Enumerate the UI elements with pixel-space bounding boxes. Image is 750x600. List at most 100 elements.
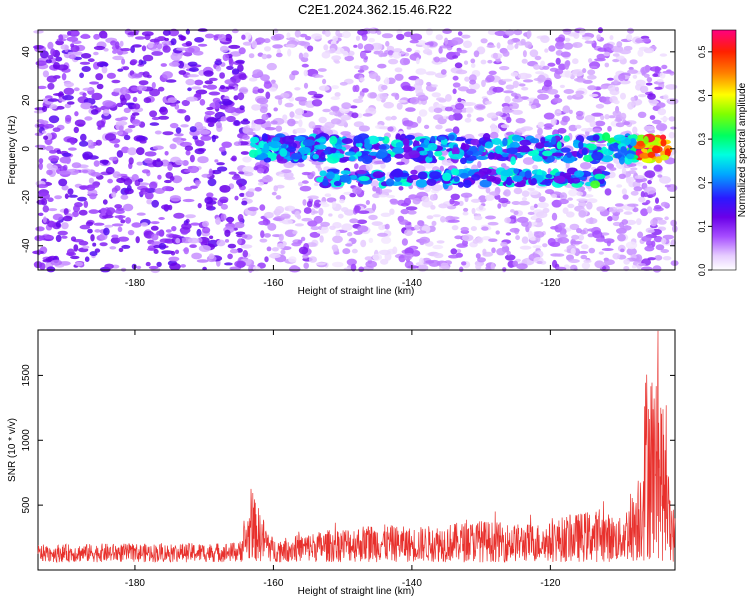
heatmap-cell xyxy=(521,197,528,201)
heatmap-cell xyxy=(100,207,107,212)
heatmap-cell xyxy=(33,110,45,114)
heatmap-cell xyxy=(619,156,625,165)
heatmap-cell xyxy=(622,194,629,200)
heatmap-cell xyxy=(554,68,564,75)
heatmap-cell xyxy=(140,222,148,227)
heatmap-cell xyxy=(604,188,612,196)
heatmap-cell xyxy=(475,253,481,259)
heatmap-cell xyxy=(560,51,571,58)
heatmap-cell xyxy=(174,133,184,137)
heatmap-cell xyxy=(118,247,124,253)
heatmap-cell xyxy=(427,150,434,158)
heatmap-cell xyxy=(519,171,526,178)
heatmap-cell xyxy=(263,81,272,89)
heatmap-cell xyxy=(93,222,105,226)
heatmap-cell xyxy=(646,206,653,214)
heatmap-cell xyxy=(452,82,461,88)
heatmap-cell xyxy=(587,85,597,91)
heatmap-cell xyxy=(500,124,510,129)
heatmap-cell xyxy=(235,231,246,235)
heatmap-cell xyxy=(242,156,252,163)
colorbar-ticks: 0.0 0.1 0.2 0.3 0.4 0.5 xyxy=(697,46,712,276)
heatmap-cell xyxy=(234,195,239,201)
heatmap-cell xyxy=(36,249,41,256)
heatmap-cell xyxy=(655,244,665,251)
heatmap-cell xyxy=(515,235,520,241)
heatmap-cell xyxy=(220,116,228,122)
heatmap-cell xyxy=(614,203,624,207)
heatmap-cell xyxy=(120,219,126,224)
heatmap-cell xyxy=(190,86,202,90)
heatmap-cell xyxy=(521,58,528,64)
heatmap-cell xyxy=(34,132,43,136)
heatmap-cell xyxy=(115,41,120,50)
heatmap-cell xyxy=(307,45,314,52)
heatmap-cell xyxy=(487,221,499,226)
heatmap-cell xyxy=(660,139,667,147)
heatmap-cell xyxy=(400,202,409,207)
heatmap-cell xyxy=(70,236,77,242)
heatmap-cell xyxy=(47,55,54,60)
heatmap-cell xyxy=(547,88,559,95)
heatmap-cell xyxy=(486,44,496,49)
heatmap-cell xyxy=(280,213,291,219)
heatmap-cell xyxy=(151,233,159,241)
heatmap-cell xyxy=(209,235,214,240)
heatmap-cell xyxy=(188,67,199,72)
heatmap-cell xyxy=(537,93,549,100)
heatmap-cell xyxy=(228,58,234,67)
heatmap-cell xyxy=(530,178,538,185)
heatmap-cell xyxy=(38,162,43,170)
heatmap-cell xyxy=(95,73,104,81)
heatmap-cell xyxy=(518,200,530,206)
heatmap-cell xyxy=(547,62,556,67)
heatmap-cell xyxy=(328,213,333,217)
heatmap-cell xyxy=(615,122,625,128)
heatmap-cell xyxy=(299,185,312,192)
heatmap-cell xyxy=(421,195,430,203)
heatmap-cell xyxy=(204,33,215,39)
heatmap-cell xyxy=(616,184,623,188)
heatmap-cell xyxy=(137,182,150,186)
heatmap-cell xyxy=(82,92,87,97)
heatmap-cell xyxy=(361,34,368,41)
heatmap-cell xyxy=(238,183,243,188)
heatmap-cell xyxy=(377,63,387,69)
heatmap-cell xyxy=(230,51,242,57)
heatmap-cell xyxy=(635,79,646,87)
heatmap-cell xyxy=(331,85,339,90)
heatmap-cell xyxy=(578,210,587,218)
heatmap-cell xyxy=(378,224,386,231)
colorbar-label: Normalized spectral amplitude xyxy=(737,82,748,217)
heatmap-cell xyxy=(221,98,232,106)
heatmap-cell xyxy=(629,59,638,65)
heatmap-cell xyxy=(301,171,311,176)
heatmap-cell xyxy=(490,262,495,271)
heatmap-cell xyxy=(432,214,441,218)
heatmap-cell xyxy=(167,163,173,171)
heatmap-cell xyxy=(340,114,351,121)
heatmap-cell xyxy=(438,203,449,209)
heatmap-cell xyxy=(668,131,675,139)
heatmap-cell xyxy=(207,117,219,123)
heatmap-cell xyxy=(551,194,558,198)
heatmap-cell xyxy=(530,205,535,211)
heatmap-cell xyxy=(298,246,309,255)
heatmap-cell xyxy=(453,176,460,183)
heatmap-x-tick-label: -140 xyxy=(402,278,422,289)
heatmap-cell xyxy=(208,91,221,96)
heatmap-cell xyxy=(486,90,494,96)
heatmap-cell xyxy=(510,156,516,166)
heatmap-cell xyxy=(563,42,573,50)
heatmap-cell xyxy=(475,105,485,109)
heatmap-cell xyxy=(126,184,132,192)
heatmap-cell xyxy=(494,30,507,37)
heatmap-cell xyxy=(342,50,349,58)
heatmap-cell xyxy=(460,142,466,151)
heatmap-cell xyxy=(294,223,304,227)
heatmap-cell xyxy=(514,43,519,49)
heatmap-cell xyxy=(88,177,94,184)
heatmap-cell xyxy=(291,70,299,76)
heatmap-cell xyxy=(562,154,575,164)
heatmap-cell xyxy=(149,110,158,118)
